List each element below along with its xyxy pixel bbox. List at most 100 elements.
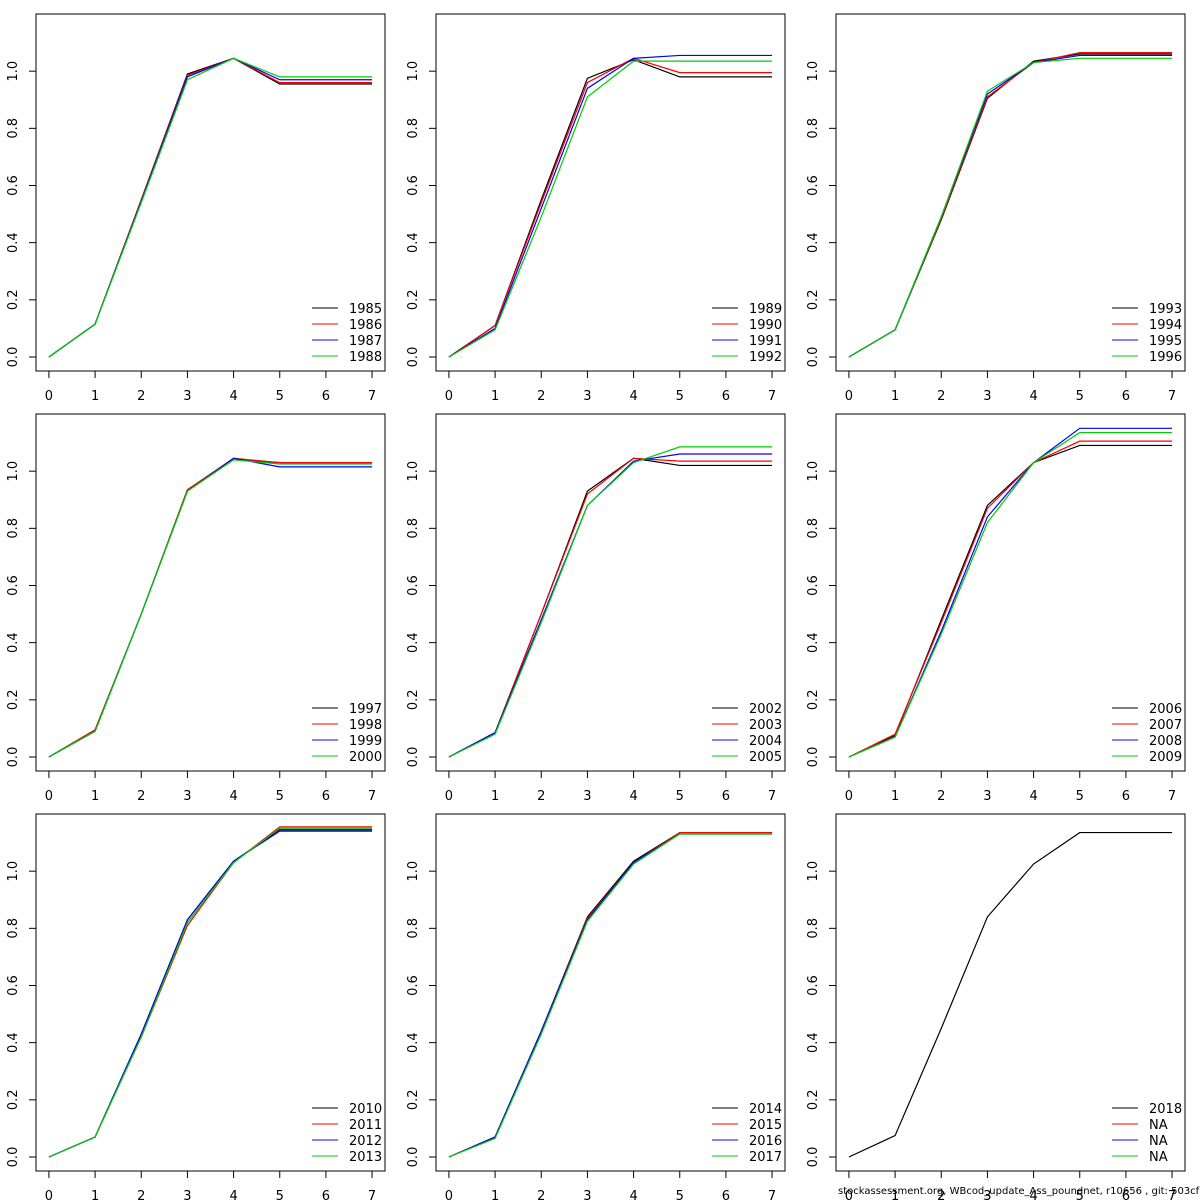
panel: 0 1 2 3 4 5 6 7 0.0 0.2 0.4 0.6 0.8 1.0 20022003200420…	[406, 413, 786, 804]
y-tick-label: 0.2	[806, 1089, 821, 1110]
x-tick-label: 1	[491, 789, 499, 804]
y-tick-label: 0.4	[806, 1032, 821, 1053]
series-line	[448, 59, 773, 358]
y-tick-label: 0.4	[6, 632, 21, 653]
legend-label: 1990	[749, 318, 782, 333]
y-tick-label: 0.4	[406, 1032, 421, 1053]
series-line	[448, 446, 773, 758]
x-tick-label: 5	[276, 789, 284, 804]
legend-label: 2013	[349, 1150, 382, 1165]
x-tick-label: 5	[1076, 389, 1084, 404]
series-line	[448, 457, 773, 758]
legend-label: 2005	[749, 750, 782, 765]
y-tick-label: 0.2	[6, 289, 21, 310]
y-tick-label: 0.6	[806, 975, 821, 996]
y-tick-label: 0.8	[406, 518, 421, 539]
x-tick-label: 4	[629, 1189, 637, 1200]
y-tick-label: 0.8	[806, 918, 821, 939]
legend-label: NA	[1149, 1118, 1168, 1133]
plot-frame	[435, 813, 786, 1172]
x-tick-label: 6	[1122, 789, 1130, 804]
x-tick-label: 1	[491, 389, 499, 404]
y-tick-label: 0.4	[406, 232, 421, 253]
x-tick-label: 5	[276, 389, 284, 404]
x-tick-label: 0	[445, 1189, 453, 1200]
y-tick-label: 1.0	[806, 461, 821, 482]
y-tick-label: 0.4	[6, 232, 21, 253]
x-tick-label: 2	[937, 789, 945, 804]
y-tick-label: 1.0	[406, 461, 421, 482]
y-tick-label: 0.0	[6, 747, 21, 768]
x-tick-label: 4	[1029, 1189, 1037, 1200]
legend-label: 2002	[749, 702, 782, 717]
x-tick-label: 7	[768, 789, 776, 804]
y-tick-label: 0.8	[806, 118, 821, 139]
legend-label: 1985	[349, 302, 382, 317]
x-tick-label: 2	[137, 1189, 145, 1200]
y-tick-label: 0.2	[806, 289, 821, 310]
series-line	[448, 833, 773, 1158]
legend-label: 2010	[349, 1102, 382, 1117]
legend-label: 1987	[349, 334, 382, 349]
legend-label: 1986	[349, 318, 382, 333]
x-tick-label: 3	[583, 789, 591, 804]
y-tick-label: 0.6	[806, 575, 821, 596]
y-tick-label: 1.0	[806, 861, 821, 882]
x-tick-label: 0	[45, 789, 53, 804]
plot-frame	[435, 13, 786, 372]
panel: 0 1 2 3 4 5 6 7 0.0 0.2 0.4 0.6 0.8 1.0 19931994199519…	[806, 13, 1186, 404]
x-tick-label: 2	[537, 389, 545, 404]
y-tick-label: 0.6	[6, 175, 21, 196]
x-tick-label: 2	[537, 1189, 545, 1200]
series-line	[48, 57, 373, 358]
x-tick-label: 7	[368, 389, 376, 404]
plot-frame	[35, 813, 386, 1172]
legend-label: 1988	[349, 350, 382, 365]
x-tick-label: 6	[1122, 1189, 1130, 1200]
legend-label: 1991	[749, 334, 782, 349]
y-tick-label: 0.6	[406, 175, 421, 196]
legend-label: 1994	[1149, 318, 1182, 333]
y-tick-label: 0.2	[806, 689, 821, 710]
x-tick-label: 4	[1029, 789, 1037, 804]
legend-label: 1998	[349, 718, 382, 733]
legend-label: NA	[1149, 1150, 1168, 1165]
x-tick-label: 5	[676, 389, 684, 404]
y-tick-label: 1.0	[6, 61, 21, 82]
x-tick-label: 0	[445, 389, 453, 404]
y-tick-label: 0.8	[6, 118, 21, 139]
legend-label: 2009	[1149, 750, 1182, 765]
panel: 0 1 2 3 4 5 6 7 0.0 0.2 0.4 0.6 0.8 1.0 19851986198719…	[6, 13, 386, 404]
x-tick-label: 5	[676, 1189, 684, 1200]
series-line	[448, 833, 773, 1158]
x-tick-label: 3	[983, 389, 991, 404]
x-tick-label: 0	[845, 1189, 853, 1200]
x-tick-label: 0	[45, 389, 53, 404]
series-line	[48, 827, 373, 1158]
legend-label: 1997	[349, 702, 382, 717]
y-tick-label: 0.8	[806, 518, 821, 539]
legend-label: 2006	[1149, 702, 1182, 717]
x-tick-label: 3	[183, 1189, 191, 1200]
y-tick-label: 0.6	[6, 575, 21, 596]
x-tick-label: 2	[937, 389, 945, 404]
x-tick-label: 4	[229, 789, 237, 804]
y-tick-label: 0.0	[806, 347, 821, 368]
series-line	[848, 54, 1173, 358]
legend-label: 1995	[1149, 334, 1182, 349]
legend-label: 2008	[1149, 734, 1182, 749]
y-tick-label: 1.0	[806, 61, 821, 82]
plot-frame	[435, 413, 786, 772]
x-tick-label: 6	[722, 389, 730, 404]
y-tick-label: 1.0	[406, 61, 421, 82]
x-tick-label: 4	[229, 389, 237, 404]
y-tick-label: 1.0	[6, 461, 21, 482]
x-tick-label: 1	[891, 389, 899, 404]
legend-label: 2018	[1149, 1102, 1182, 1117]
series-line	[848, 440, 1173, 758]
x-tick-label: 4	[229, 1189, 237, 1200]
x-tick-label: 7	[768, 389, 776, 404]
legend-label: 2011	[349, 1118, 382, 1133]
y-tick-label: 1.0	[6, 861, 21, 882]
